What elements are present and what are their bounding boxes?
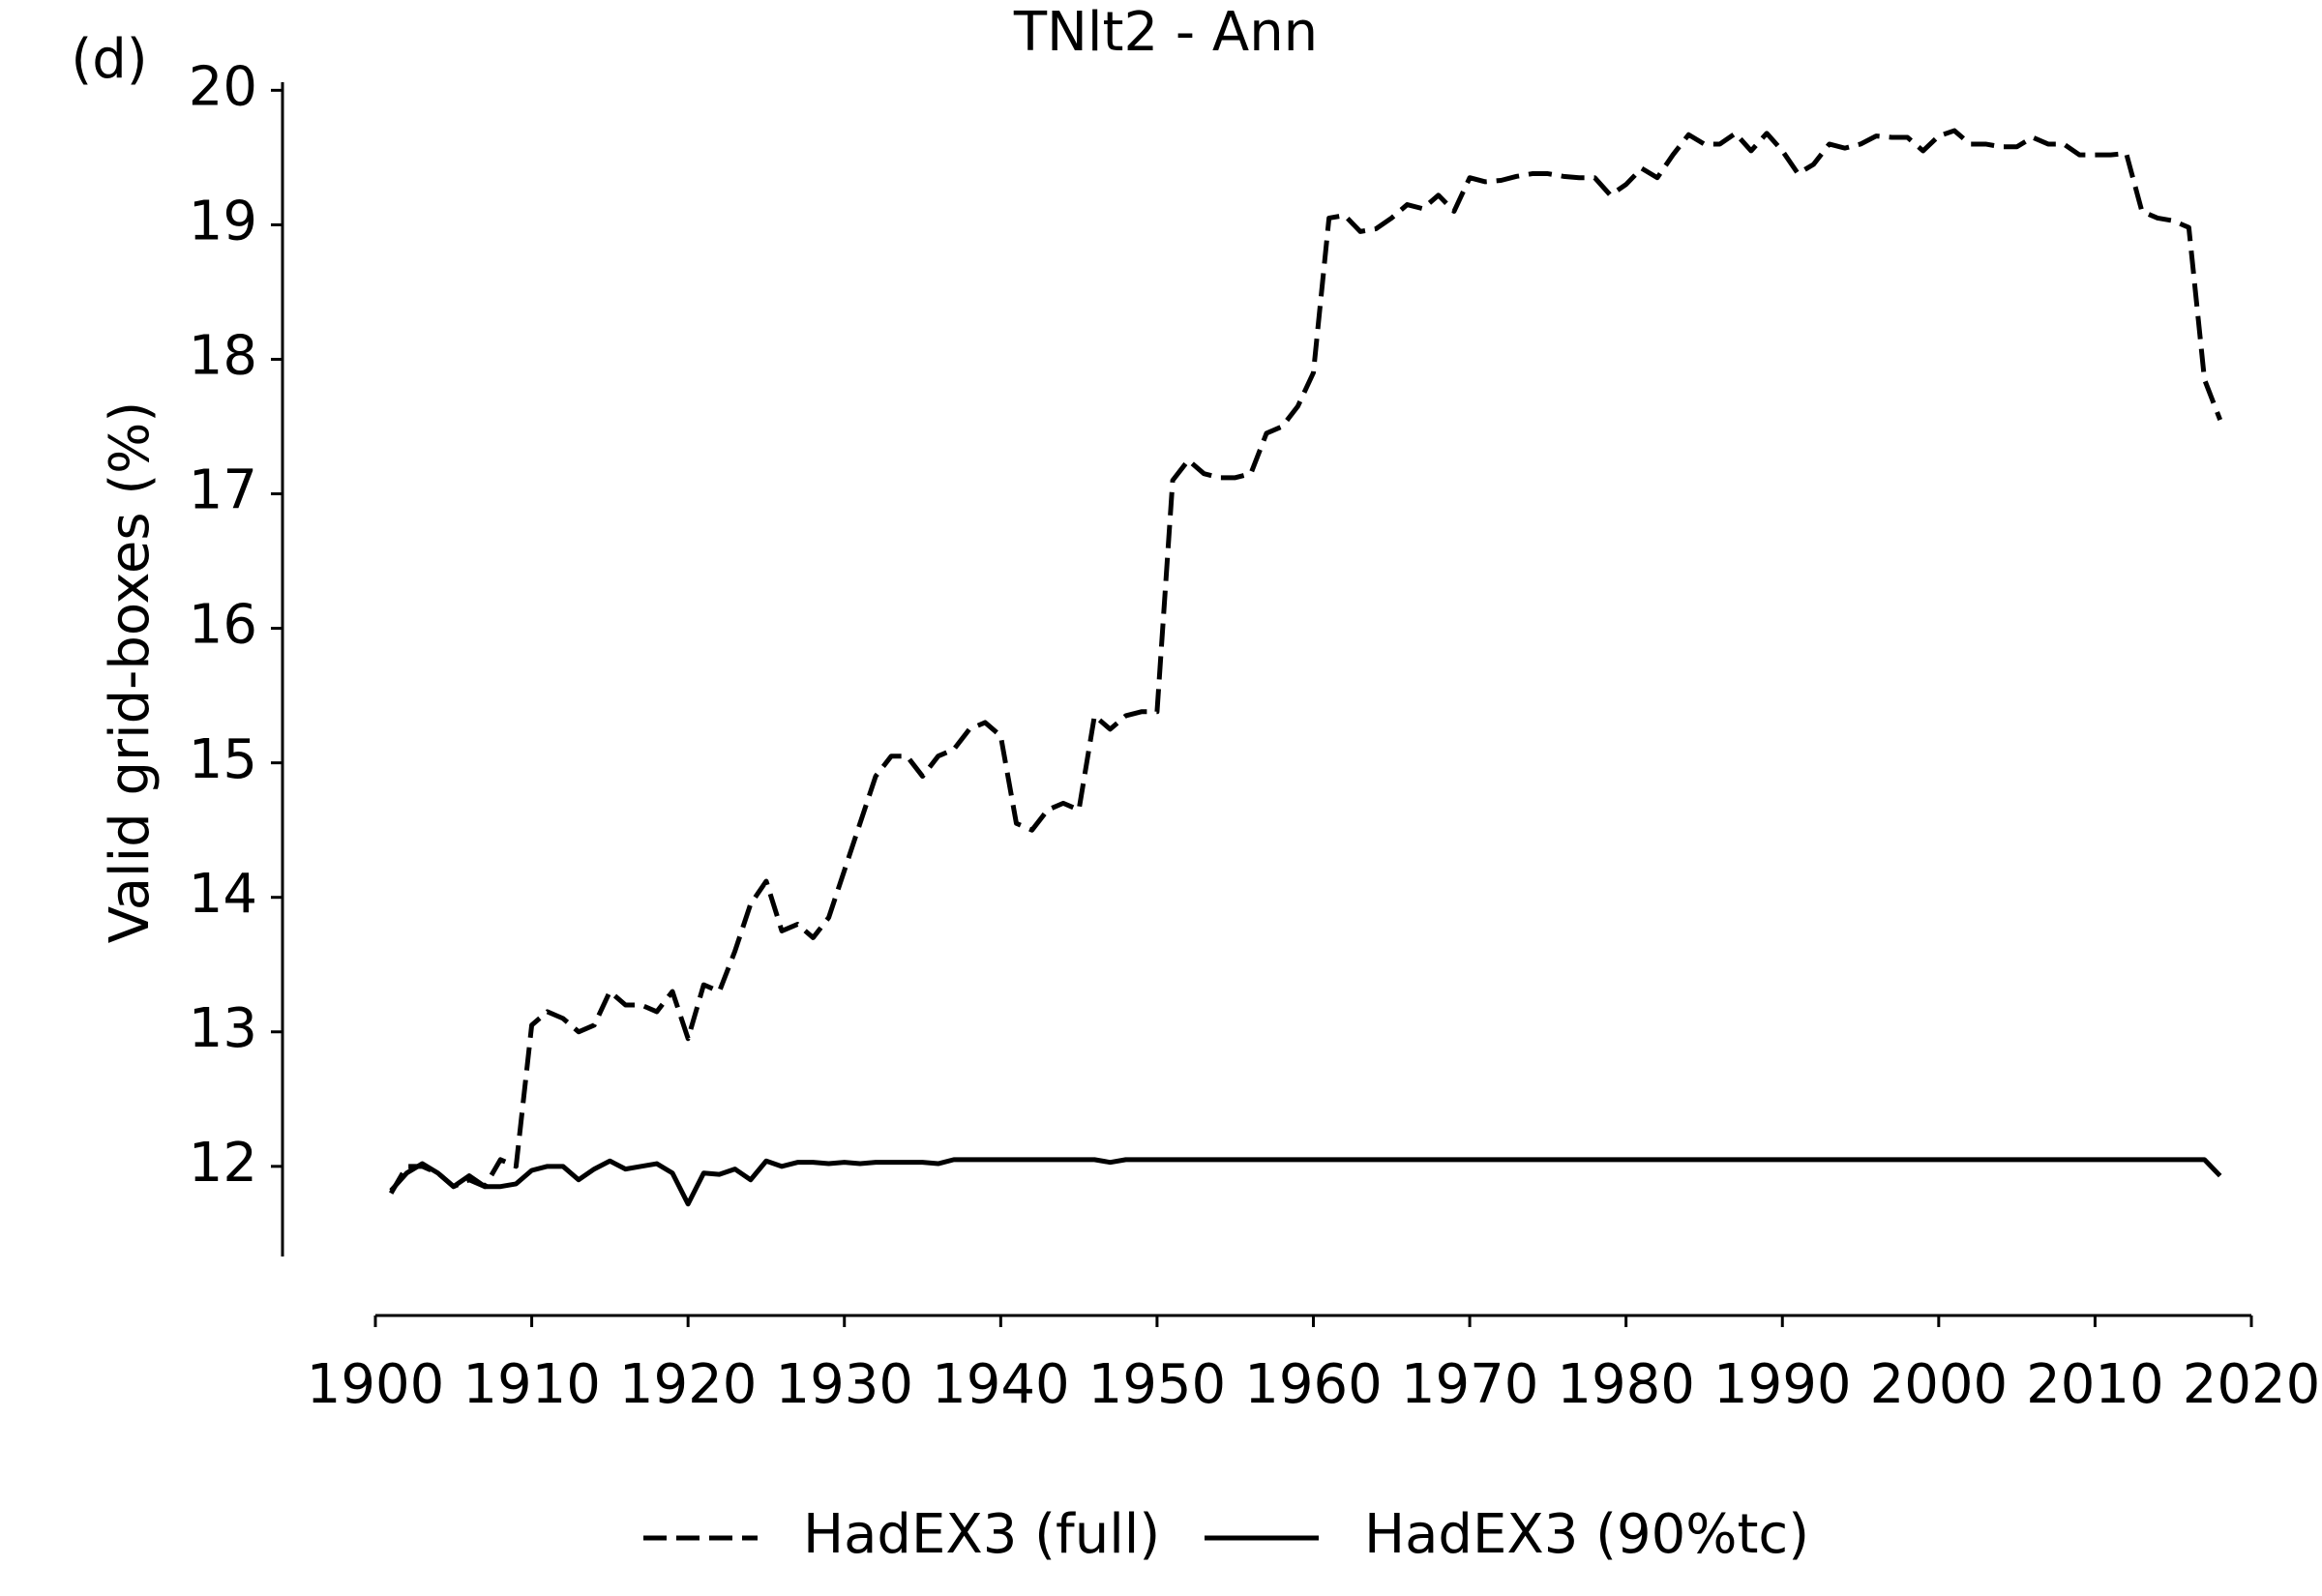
x-tick-label: 2010	[2026, 1353, 2164, 1416]
y-tick-label: 20	[189, 55, 257, 118]
y-tick-label: 17	[189, 459, 257, 522]
x-tick-label: 1980	[1557, 1353, 1695, 1416]
y-tick-label: 12	[189, 1132, 257, 1195]
panel-label: (d)	[71, 28, 147, 91]
y-tick-label: 14	[189, 863, 257, 926]
x-tick-label: 1950	[1088, 1353, 1227, 1416]
legend-label: HadEX3 (90%tc)	[1364, 1503, 1809, 1566]
y-tick-label: 15	[189, 728, 257, 791]
x-tick-label: 1990	[1713, 1353, 1852, 1416]
x-tick-label: 1910	[462, 1353, 601, 1416]
y-tick-label: 19	[189, 191, 257, 253]
x-tick-label: 2000	[1870, 1353, 2009, 1416]
chart-title: TNlt2 - Ann	[1013, 1, 1318, 64]
data-line	[388, 128, 2223, 1195]
x-tick-label: 2020	[2183, 1353, 2321, 1416]
x-tick-label: 1900	[307, 1353, 445, 1416]
x-tick-label: 1960	[1244, 1353, 1383, 1416]
y-axis-label: Valid grid-boxes (%)	[99, 401, 162, 943]
x-tick-label: 1920	[619, 1353, 758, 1416]
x-tick-label: 1930	[775, 1353, 913, 1416]
y-tick-label: 13	[189, 997, 257, 1060]
x-tick-label: 1970	[1401, 1353, 1539, 1416]
data-line	[389, 1157, 2222, 1207]
y-tick-label: 16	[189, 594, 257, 657]
legend-label: HadEX3 (full)	[803, 1503, 1160, 1566]
y-tick-label: 18	[189, 325, 257, 388]
x-tick-label: 1940	[932, 1353, 1070, 1416]
